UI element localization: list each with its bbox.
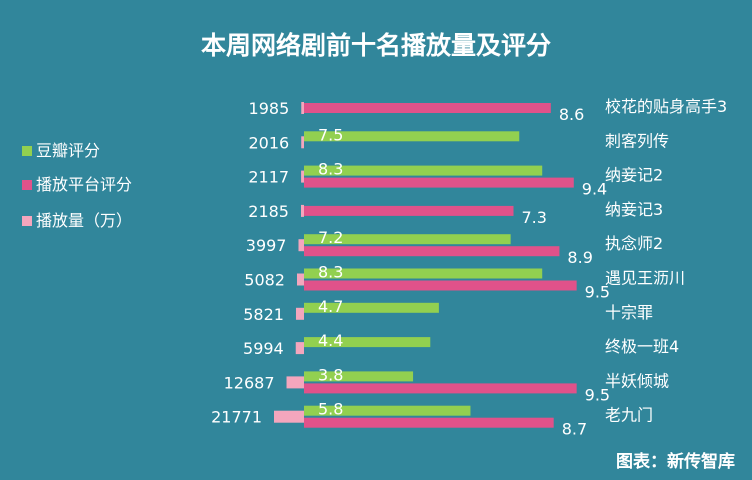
douban-label: 5.8 [318,400,343,419]
category-label: 校花的贴身高手3 [605,97,727,116]
views-label: 2117 [248,168,289,187]
douban-bar [304,371,414,382]
platform-bar [304,417,554,428]
douban-bar [304,131,520,142]
views-bar [301,136,304,149]
legend-label: 豆瓣评分 [36,141,100,160]
platform-label: 8.9 [567,248,592,267]
platform-bar [304,246,560,257]
legend-swatch [22,216,32,226]
category-label: 半妖倾城 [605,371,669,390]
douban-bar [304,165,543,176]
platform-bar [304,177,574,188]
platform-label: 8.7 [562,420,587,439]
douban-bar [304,337,431,348]
views-label: 1985 [249,99,290,118]
platform-bar [304,205,514,216]
platform-bar [304,103,551,113]
views-bar [295,307,304,320]
views-bar [301,102,304,114]
platform-label: 9.5 [585,283,610,302]
douban-label: 7.5 [318,125,343,144]
douban-label: 8.3 [318,263,343,282]
views-label: 5082 [244,271,285,290]
category-label: 老九门 [605,406,653,425]
legend-label: 播放平台评分 [36,175,132,194]
views-bar [300,204,304,217]
douban-label: 3.8 [318,365,343,384]
legend-swatch [22,180,32,190]
platform-bar [304,383,577,394]
legend-label: 播放量（万） [36,211,132,230]
platform-bar [304,280,577,291]
douban-label: 4.7 [318,297,343,316]
douban-bar [304,234,511,245]
views-label: 2185 [248,202,289,221]
category-label: 执念师2 [605,234,663,253]
views-label: 21771 [211,408,262,427]
platform-label: 7.3 [522,208,547,227]
douban-label: 4.4 [318,331,343,350]
douban-label: 7.2 [318,228,343,247]
chart-title: 本周网络剧前十名播放量及评分 [201,31,551,60]
douban-bar [304,302,439,313]
category-label: 遇见王沥川 [605,269,685,288]
views-label: 5994 [243,339,284,358]
views-bar [286,376,304,389]
views-bar [296,273,304,286]
douban-bar [304,268,543,279]
platform-label: 9.4 [582,180,607,199]
category-label: 终极一班4 [605,337,679,356]
category-label: 刺客列传 [605,131,669,150]
platform-label: 8.6 [559,105,584,124]
bars-group: 1985 8.6 校花的贴身高手3 2016 7.5 刺客列传 2117 8.3 9.4纳妾记2… [211,97,727,439]
douban-label: 8.3 [318,160,343,179]
category-label: 纳妾记2 [605,166,663,185]
views-bar [298,239,304,252]
legend-swatch [22,146,32,156]
platform-label: 9.5 [585,385,610,404]
views-label: 2016 [249,133,290,152]
views-label: 12687 [224,373,275,392]
views-label: 5821 [243,305,284,324]
views-bar [295,342,304,355]
views-bar [274,410,304,423]
views-bar [301,170,304,183]
douban-bar [304,405,471,416]
category-label: 纳妾记3 [605,200,663,219]
category-label: 十宗罪 [605,303,653,322]
views-label: 3997 [246,236,287,255]
source-label: 图表：新传智库 [616,451,735,472]
